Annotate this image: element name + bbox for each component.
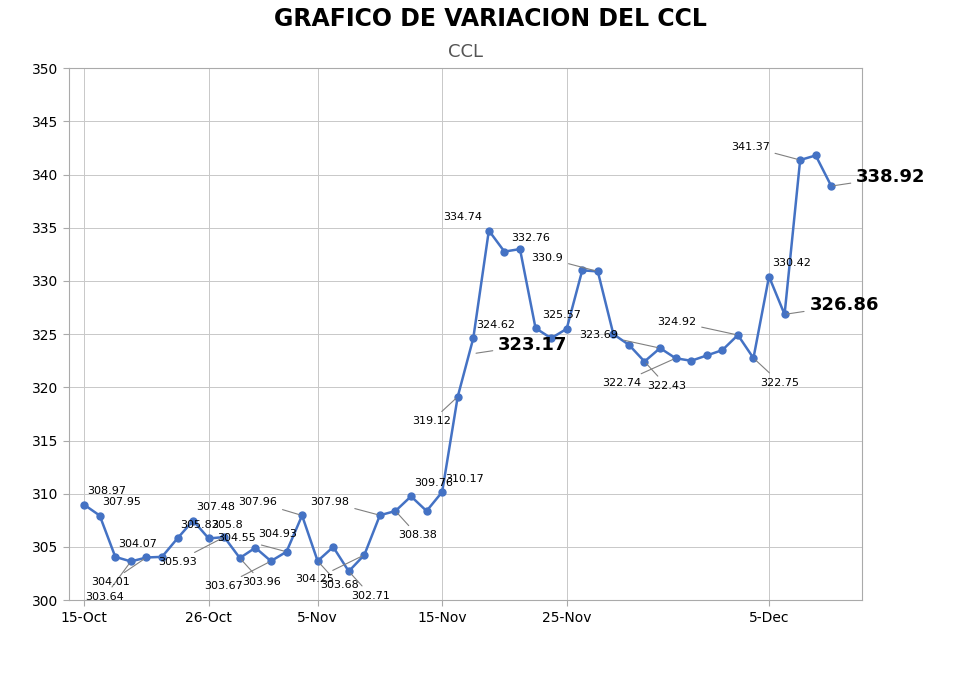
Text: 341.37: 341.37 bbox=[731, 142, 798, 160]
Text: 324.62: 324.62 bbox=[476, 320, 515, 330]
Text: 305.8: 305.8 bbox=[212, 520, 243, 530]
Text: 334.74: 334.74 bbox=[443, 212, 482, 222]
Text: 304.25: 304.25 bbox=[295, 556, 362, 584]
Text: 307.96: 307.96 bbox=[238, 497, 300, 515]
Text: 324.92: 324.92 bbox=[658, 316, 735, 334]
Text: 302.71: 302.71 bbox=[351, 574, 390, 601]
Text: GRAFICO DE VARIACION DEL CCL: GRAFICO DE VARIACION DEL CCL bbox=[273, 7, 707, 31]
Text: 303.64: 303.64 bbox=[85, 563, 129, 602]
Text: 326.86: 326.86 bbox=[787, 297, 879, 314]
Text: 338.92: 338.92 bbox=[834, 168, 926, 186]
Text: 305.93: 305.93 bbox=[158, 538, 221, 567]
Text: 304.01: 304.01 bbox=[91, 559, 144, 587]
Text: 305.82: 305.82 bbox=[180, 520, 220, 530]
Text: 325.57: 325.57 bbox=[543, 310, 581, 320]
Text: 309.76: 309.76 bbox=[414, 478, 453, 488]
Text: 307.95: 307.95 bbox=[103, 497, 141, 507]
Title: CCL: CCL bbox=[448, 43, 483, 61]
Text: 303.96: 303.96 bbox=[242, 560, 281, 587]
Text: 307.48: 307.48 bbox=[196, 502, 235, 512]
Text: 322.75: 322.75 bbox=[756, 360, 800, 387]
Text: 303.67: 303.67 bbox=[205, 563, 269, 591]
Text: 323.69: 323.69 bbox=[579, 330, 658, 348]
Text: 310.17: 310.17 bbox=[445, 473, 484, 484]
Text: 304.07: 304.07 bbox=[118, 539, 157, 548]
Text: 307.98: 307.98 bbox=[311, 497, 377, 514]
Text: 304.93: 304.93 bbox=[258, 529, 297, 539]
Text: 308.38: 308.38 bbox=[397, 513, 437, 540]
Text: 308.97: 308.97 bbox=[87, 486, 126, 496]
Text: 303.68: 303.68 bbox=[319, 563, 359, 591]
Text: 330.42: 330.42 bbox=[772, 258, 810, 268]
Text: 323.17: 323.17 bbox=[476, 336, 567, 354]
Text: 332.76: 332.76 bbox=[512, 233, 550, 243]
Text: 330.9: 330.9 bbox=[531, 253, 595, 271]
Text: 319.12: 319.12 bbox=[412, 398, 456, 426]
Text: 304.55: 304.55 bbox=[218, 533, 284, 551]
Text: 322.74: 322.74 bbox=[602, 359, 673, 387]
Text: 322.43: 322.43 bbox=[647, 364, 686, 391]
